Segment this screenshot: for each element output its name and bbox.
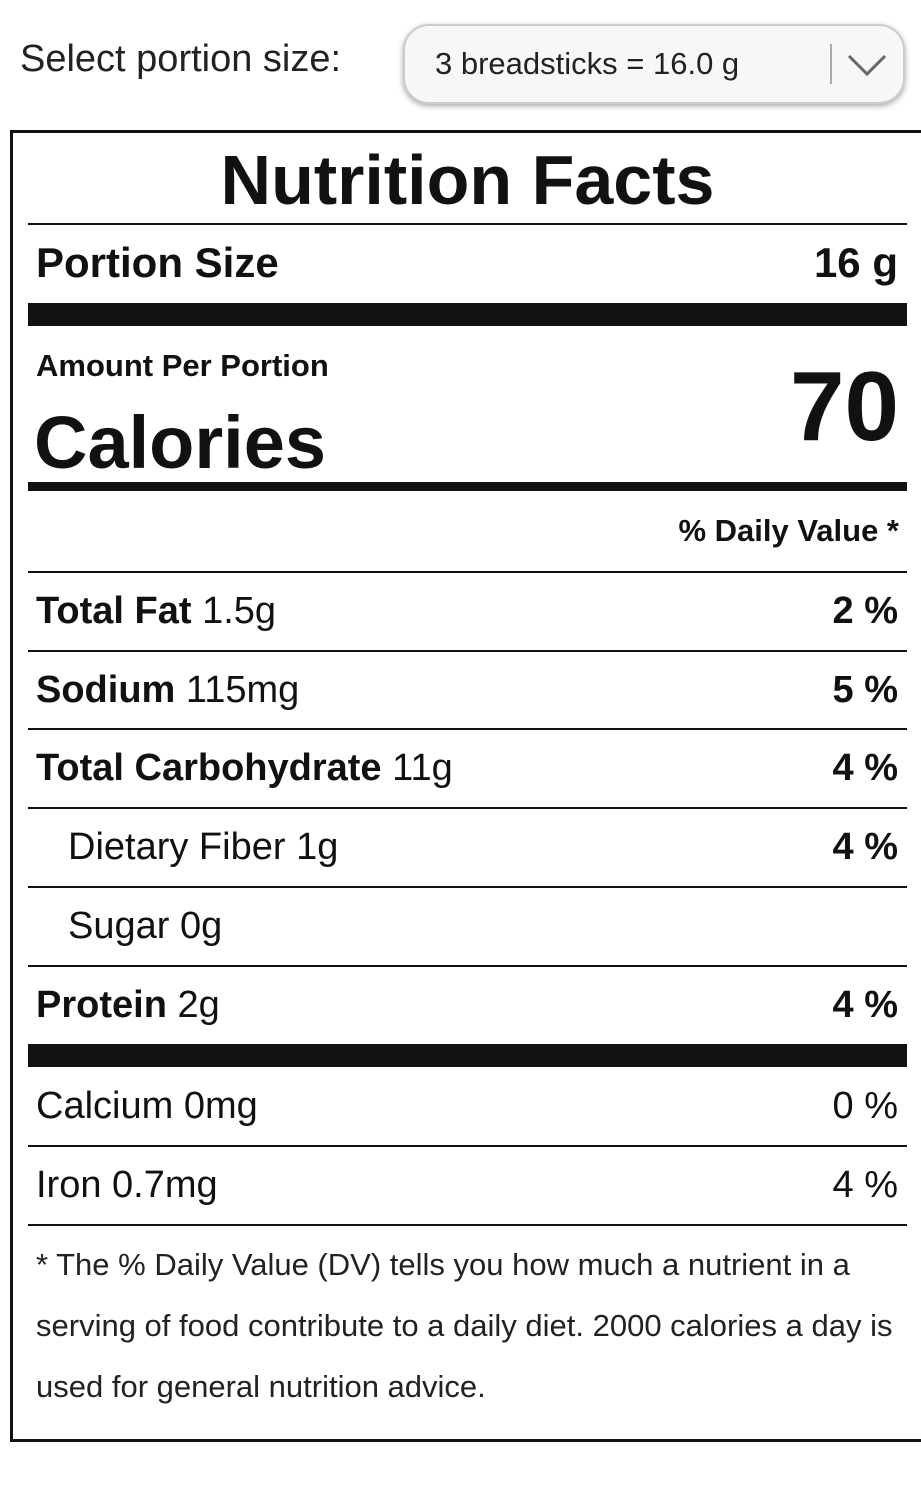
nutrient-amount: 2g	[177, 983, 220, 1026]
dropdown-value: 3 breadsticks = 16.0 g	[435, 46, 740, 81]
nutrient-row: Dietary Fiber 1g 4 %	[36, 808, 898, 886]
nutrient-dv: 4 %	[832, 746, 898, 789]
mineral-row: Calcium 0mg 0 %	[36, 1067, 898, 1145]
divider	[28, 223, 907, 225]
nutrient-row: Sodium 115mg 5 %	[36, 651, 898, 729]
nutrient-name: Total Fat	[36, 589, 192, 632]
divider	[28, 965, 907, 967]
nutrient-amount: 11g	[392, 746, 453, 789]
divider	[28, 1145, 907, 1147]
nutrient-amount: 115mg	[185, 668, 300, 711]
calories-value: 70	[789, 351, 899, 461]
nutrient-row: Sugar 0g	[36, 887, 898, 965]
nutrient-amount: 1.5g	[202, 589, 277, 632]
divider	[28, 886, 907, 888]
mineral-name: Calcium	[36, 1084, 174, 1127]
nutrient-name: Protein	[36, 983, 167, 1026]
portion-row: Portion Size 16 g	[36, 224, 898, 302]
nutrition-panel	[10, 130, 921, 1442]
portion-dropdown[interactable]: 3 breadsticks = 16.0 g	[403, 24, 905, 104]
mineral-dv: 4 %	[832, 1163, 898, 1206]
dropdown-separator	[830, 44, 832, 84]
calories-label: Calories	[34, 401, 327, 484]
mineral-name: Iron	[36, 1163, 102, 1206]
nutrient-amount: 0g	[179, 904, 223, 947]
mineral-amount: 0mg	[183, 1084, 258, 1127]
nutrient-dv: 5 %	[832, 668, 898, 711]
thick-divider	[28, 303, 907, 326]
divider	[28, 728, 907, 730]
divider	[28, 807, 907, 809]
portion-label: Portion Size	[36, 239, 279, 286]
nutrient-name: Dietary Fiber	[68, 825, 286, 868]
dropdown-chevron	[847, 54, 887, 77]
footnote: * The % Daily Value (DV) tells you how m…	[36, 1247, 893, 1404]
nutrient-row: Total Carbohydrate 11g 4 %	[36, 729, 898, 807]
nutrient-name: Total Carbohydrate	[36, 746, 382, 789]
mineral-amount: 0.7mg	[112, 1163, 218, 1206]
portion-value: 16 g	[813, 239, 898, 286]
nutrient-dv: 4 %	[832, 825, 898, 868]
amount-label: Amount Per Portion	[36, 348, 329, 383]
dv-header: % Daily Value *	[678, 513, 899, 548]
portion-select-label: Select portion size:	[20, 38, 342, 80]
divider	[28, 571, 907, 573]
divider	[28, 650, 907, 652]
nutrient-dv: 4 %	[832, 983, 898, 1026]
nutrient-amount: 1g	[296, 825, 339, 868]
mineral-row: Iron 0.7mg 4 %	[36, 1146, 898, 1224]
nutrient-row: Total Fat 1.5g 2 %	[36, 572, 898, 650]
label-title: Nutrition Facts	[220, 141, 715, 219]
nutrient-dv: 2 %	[832, 589, 898, 632]
mineral-dv: 0 %	[832, 1084, 898, 1127]
thick-divider	[28, 1044, 907, 1067]
medium-divider	[28, 482, 907, 491]
nutrient-row: Protein 2g 4 %	[36, 966, 898, 1044]
nutrient-name: Sugar	[68, 904, 170, 947]
divider	[28, 1224, 907, 1226]
nutrient-name: Sodium	[36, 668, 176, 711]
